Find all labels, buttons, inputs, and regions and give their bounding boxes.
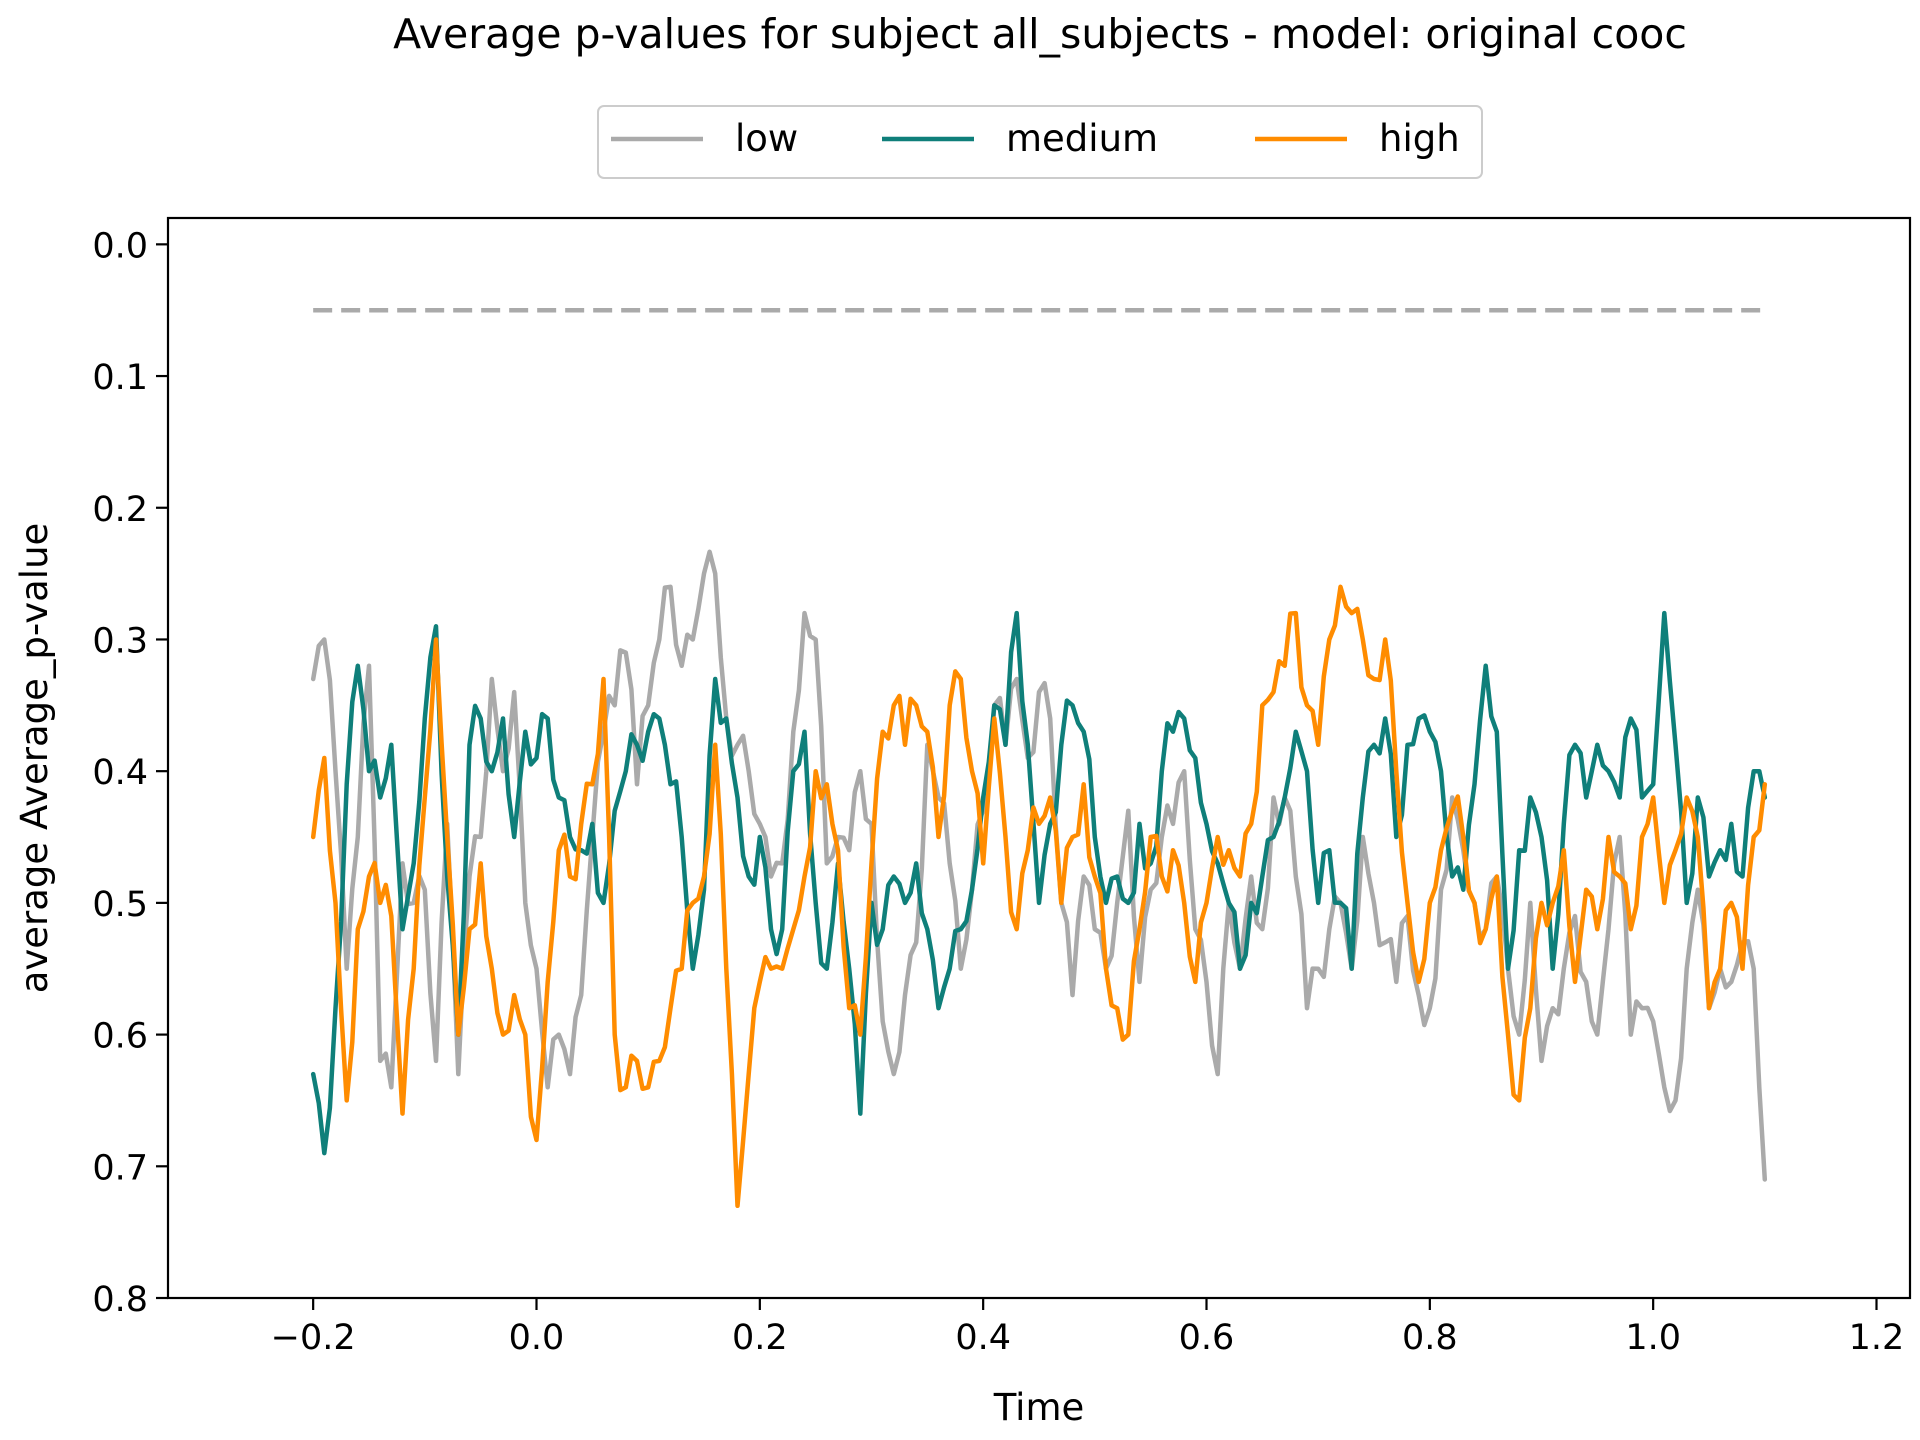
- x-tick-label: 1.2: [1849, 1318, 1905, 1358]
- legend-frame: [597, 105, 1483, 179]
- x-axis-label: Time: [993, 1386, 1085, 1429]
- series-line-medium: [310, 610, 1768, 1156]
- y-tick-label: 0.3: [92, 621, 148, 661]
- y-tick-label: 0.0: [92, 226, 148, 266]
- x-tick-label: 0.6: [1179, 1318, 1235, 1358]
- x-tick-label: −0.2: [271, 1318, 356, 1358]
- x-tick-label: 0.4: [955, 1318, 1011, 1358]
- y-tick-label: 0.7: [92, 1148, 148, 1188]
- y-tick-label: 0.8: [92, 1280, 148, 1320]
- legend-label-low: low: [735, 117, 798, 160]
- y-axis: 0.0 0.1 0.2 0.3 0.4 0.5 0.6 0.7 0.8: [92, 226, 168, 1320]
- legend-label-high: high: [1379, 117, 1460, 160]
- x-axis: −0.2 0.0 0.2 0.4 0.6 0.8 1.0 1.2: [271, 1298, 1905, 1358]
- x-tick-label: 1.0: [1625, 1318, 1681, 1358]
- y-axis-label: average Average_p-value: [13, 523, 56, 994]
- y-tick-label: 0.4: [92, 753, 148, 793]
- x-tick-label: 0.2: [732, 1318, 788, 1358]
- plot-area: [166, 216, 1912, 1300]
- y-tick-label: 0.6: [92, 1017, 148, 1057]
- y-tick-label: 0.5: [92, 885, 148, 925]
- x-tick-label: 0.8: [1402, 1318, 1458, 1358]
- x-tick-label: 0.0: [509, 1318, 565, 1358]
- y-tick-label: 0.2: [92, 490, 148, 530]
- legend-label-medium: medium: [1006, 117, 1158, 160]
- series-line-high: [310, 584, 1768, 1209]
- series-line-low: [310, 549, 1768, 1182]
- legend: low medium high: [597, 105, 1483, 179]
- chart-title: Average p-values for subject all_subject…: [393, 10, 1687, 58]
- y-tick-label: 0.1: [92, 358, 148, 398]
- series-layer: [310, 307, 1768, 1209]
